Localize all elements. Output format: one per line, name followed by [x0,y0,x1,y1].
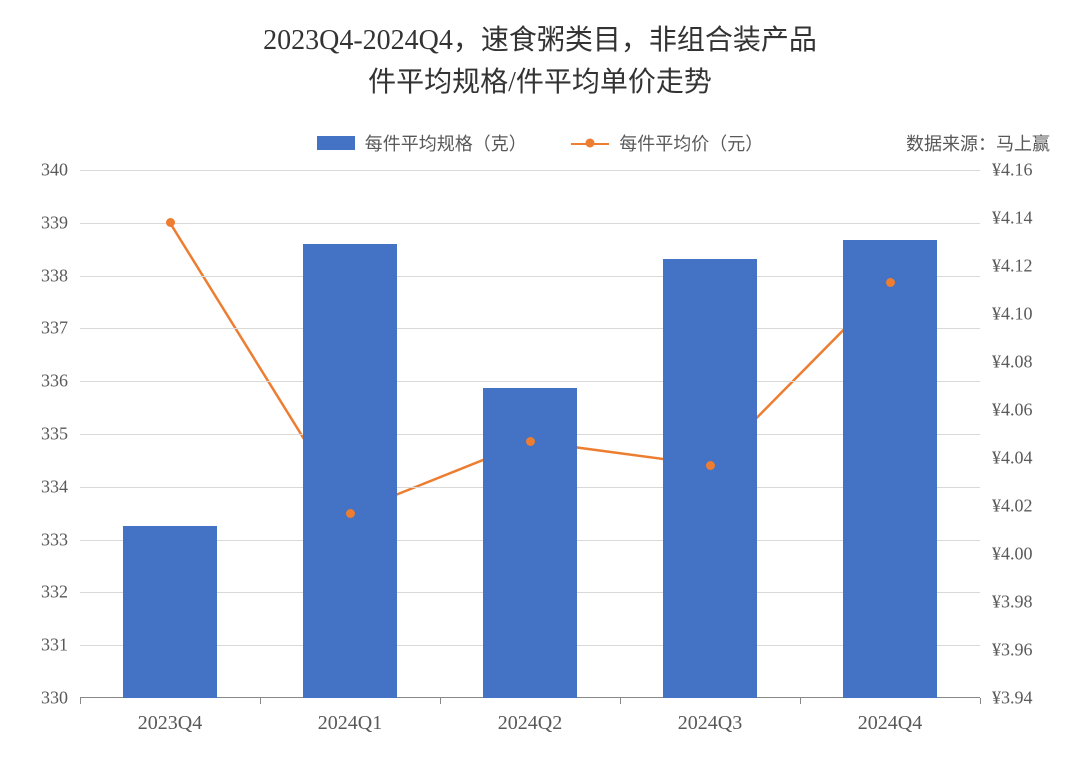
legend-line-label: 每件平均价（元） [619,130,763,156]
data-source-label: 数据来源：马上赢 [906,130,1050,156]
legend-item-bars: 每件平均规格（克） [317,130,527,156]
x-tick-label: 2024Q4 [858,698,922,735]
x-tick-label: 2024Q3 [678,698,742,735]
y-right-tick-label: ¥4.06 [980,400,1033,421]
y-right-tick-label: ¥4.12 [980,256,1033,277]
x-tick-label: 2023Q4 [138,698,202,735]
line-marker [166,218,175,227]
y-right-tick-label: ¥4.04 [980,448,1033,469]
y-right-tick-label: ¥3.96 [980,640,1033,661]
legend-line-swatch [571,136,609,150]
legend-item-line: 每件平均价（元） [571,130,763,156]
y-left-tick-label: 330 [41,688,80,709]
chart-title: 2023Q4-2024Q4，速食粥类目，非组合装产品 件平均规格/件平均单价走势 [0,20,1080,104]
y-right-tick-label: ¥4.08 [980,352,1033,373]
y-right-tick-label: ¥4.14 [980,208,1033,229]
gridline [80,223,980,224]
x-tick-label: 2024Q2 [498,698,562,735]
x-tick [80,698,81,704]
y-right-tick-label: ¥4.10 [980,304,1033,325]
legend-bar-label: 每件平均规格（克） [365,130,527,156]
x-tick [620,698,621,704]
y-left-tick-label: 338 [41,265,80,286]
y-left-tick-label: 337 [41,318,80,339]
title-line-2: 件平均规格/件平均单价走势 [368,67,712,98]
x-tick [800,698,801,704]
line-marker [526,437,535,446]
bar [303,244,397,698]
bar [123,526,217,698]
x-tick-label: 2024Q1 [318,698,382,735]
y-right-tick-label: ¥4.02 [980,496,1033,517]
chart-container: 2023Q4-2024Q4，速食粥类目，非组合装产品 件平均规格/件平均单价走势… [0,0,1080,768]
line-marker [346,509,355,518]
y-left-tick-label: 331 [41,635,80,656]
y-right-tick-label: ¥4.00 [980,544,1033,565]
y-left-tick-label: 333 [41,529,80,550]
y-right-tick-label: ¥3.94 [980,688,1033,709]
bar [663,259,757,698]
line-marker [706,461,715,470]
bar [843,240,937,698]
gridline [80,170,980,171]
y-left-tick-label: 335 [41,424,80,445]
y-left-tick-label: 332 [41,582,80,603]
y-left-tick-label: 336 [41,371,80,392]
y-right-tick-label: ¥4.16 [980,160,1033,181]
plot-area: 330331332333334335336337338339340¥3.94¥3… [80,170,980,698]
title-line-1: 2023Q4-2024Q4，速食粥类目，非组合装产品 [263,25,817,56]
y-right-tick-label: ¥3.98 [980,592,1033,613]
x-tick [440,698,441,704]
y-left-tick-label: 339 [41,212,80,233]
x-tick [260,698,261,704]
y-left-tick-label: 334 [41,476,80,497]
bar [483,388,577,698]
legend-bar-swatch [317,136,355,150]
x-tick [980,698,981,704]
y-left-tick-label: 340 [41,160,80,181]
line-marker [886,278,895,287]
